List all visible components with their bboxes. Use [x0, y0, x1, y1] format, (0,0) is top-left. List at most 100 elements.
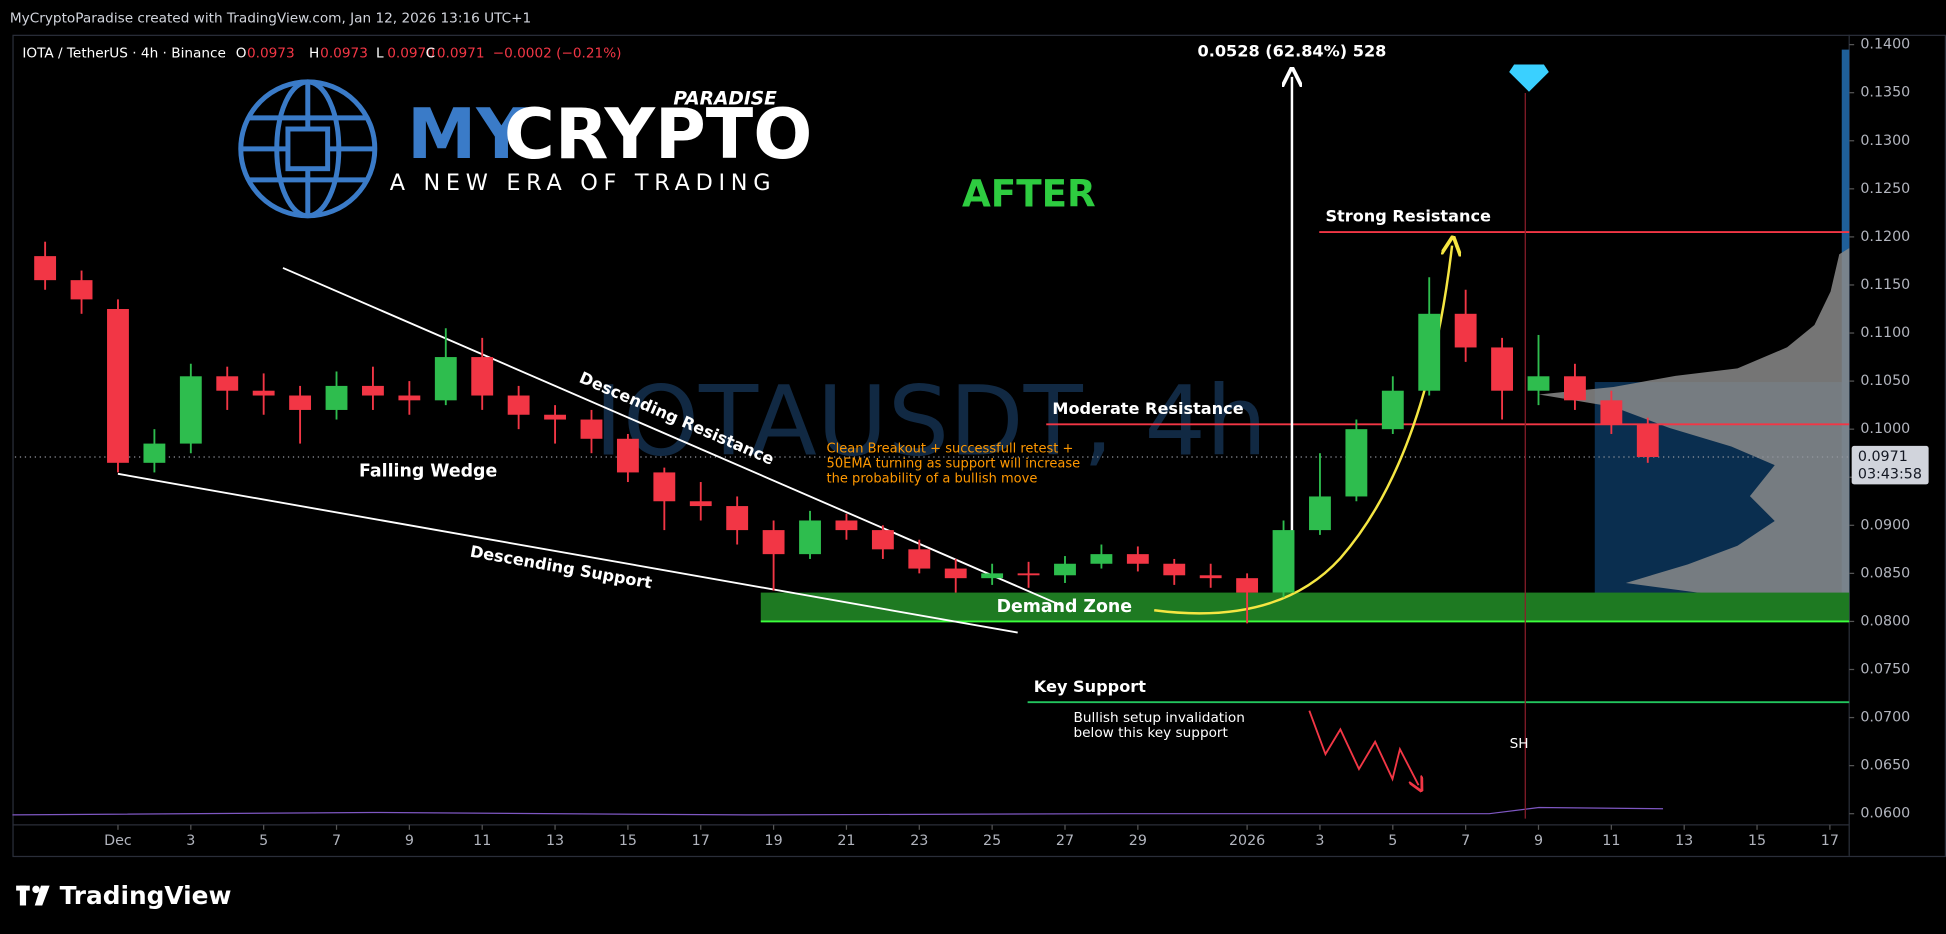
candle-body	[1636, 424, 1659, 458]
stage-label: AFTER	[962, 171, 1096, 215]
y-tick-label: 0.0800	[1860, 613, 1910, 629]
candle-body	[289, 395, 312, 410]
x-tick-label: 17	[692, 833, 710, 849]
last-price-label: 0.0971	[1858, 449, 1908, 465]
logo-my: MY	[407, 95, 527, 175]
invalidation-note: Bullish setup invalidation	[1074, 710, 1245, 726]
legend-name: L	[376, 45, 384, 61]
legend-name: H	[309, 45, 319, 61]
candle-body	[434, 357, 457, 401]
candle-body	[216, 376, 239, 391]
level-label: Moderate Resistance	[1052, 399, 1243, 418]
y-tick-label: 0.1400	[1860, 37, 1910, 53]
x-tick-label: 25	[983, 833, 1001, 849]
x-tick-label: 15	[1748, 833, 1766, 849]
candle-body	[799, 520, 821, 555]
candle-body	[143, 443, 166, 463]
measure-label: 0.0528 (62.84%) 528	[1198, 42, 1387, 61]
candle-body	[835, 520, 858, 531]
y-tick-label: 0.1150	[1860, 277, 1910, 293]
y-tick-label: 0.0600	[1860, 806, 1910, 822]
diamond	[1509, 64, 1549, 92]
legend-value: 0.0971	[437, 45, 485, 61]
candle-body	[726, 506, 749, 531]
candle-body	[179, 376, 202, 444]
candle-body	[616, 438, 639, 473]
candle-body	[762, 530, 785, 555]
sh-label: SH	[1510, 736, 1529, 752]
volume-profile	[1538, 248, 1850, 621]
x-tick-label: 13	[1675, 833, 1693, 849]
x-tick-label: 3	[186, 833, 195, 849]
legend-name: O	[236, 45, 247, 61]
watermark: IOTAUSDT, 4h	[594, 364, 1267, 477]
brand: TradingView	[60, 881, 232, 910]
logo	[238, 79, 378, 219]
brand-logo	[16, 885, 50, 906]
logo-tagline: A NEW ERA OF TRADING	[390, 170, 777, 196]
x-tick-label: 7	[1461, 833, 1470, 849]
candle-body	[1454, 313, 1477, 348]
candle-body	[507, 395, 530, 415]
candle-body	[107, 308, 129, 463]
candle-body	[1054, 563, 1076, 576]
legend-value: 0.0970	[387, 45, 435, 61]
candle-body	[1236, 578, 1259, 593]
candle-body	[1527, 376, 1550, 391]
x-tick-label: 7	[332, 833, 341, 849]
candle-body	[908, 549, 931, 569]
change: −0.0002 (−0.21%)	[493, 45, 622, 61]
logo-crypto: CRYPTO	[504, 95, 812, 175]
legend-value: 0.0973	[320, 45, 368, 61]
candle-body	[1418, 313, 1441, 391]
axes: 0.0600 0.0650 0.0700 0.0750 0.0800 0.0850 0.09…	[104, 37, 1929, 849]
candles	[34, 241, 1659, 624]
legend-name: C	[426, 45, 436, 61]
candle-body	[944, 568, 967, 579]
candle-body	[981, 573, 1004, 579]
candle-body	[325, 385, 348, 410]
y-tick-label: 0.0750	[1860, 661, 1910, 677]
candle-body	[252, 390, 275, 396]
level-label: Strong Resistance	[1325, 207, 1491, 226]
x-tick-label: 23	[910, 833, 928, 849]
y-tick-label: 0.1000	[1860, 421, 1910, 437]
falling-wedge-label: Falling Wedge	[359, 461, 497, 481]
candle-body	[1272, 530, 1295, 593]
x-tick-label: 3	[1315, 833, 1324, 849]
candle-body	[1563, 376, 1586, 401]
candle-body	[1309, 496, 1331, 531]
x-tick-label: 13	[546, 833, 564, 849]
x-tick-label: Dec	[104, 833, 132, 849]
y-tick-label: 0.1300	[1860, 133, 1910, 149]
x-tick-label: 29	[1129, 833, 1147, 849]
candle-body	[871, 530, 894, 550]
x-tick-label: 15	[619, 833, 637, 849]
y-tick-label: 0.0900	[1860, 517, 1910, 533]
y-tick-label: 0.1350	[1860, 85, 1910, 101]
x-tick-label: 27	[1056, 833, 1074, 849]
candle-body	[1345, 429, 1368, 497]
candle-body	[1126, 554, 1149, 564]
x-tick-label: 5	[259, 833, 268, 849]
symbol: IOTA / TetherUS · 4h · Binance	[22, 45, 226, 61]
x-tick-label: 11	[473, 833, 491, 849]
candle-body	[653, 472, 676, 502]
x-tick-label: 2026	[1229, 833, 1265, 849]
candle-body	[544, 414, 566, 420]
x-tick-label: 5	[1388, 833, 1397, 849]
y-tick-label: 0.1250	[1860, 181, 1910, 197]
down-zigzag	[1308, 710, 1418, 785]
y-tick-label: 0.1050	[1860, 373, 1910, 389]
levels-layer: Demand Zone Strong Resistance Moderate Res…	[14, 207, 1850, 704]
candle-body	[1163, 563, 1186, 576]
candle-body	[398, 395, 421, 401]
note-line: the probability of a bullish move	[827, 471, 1038, 486]
countdown: 03:43:58	[1858, 466, 1922, 482]
last-price-tag	[1851, 445, 1929, 485]
logo-paradise: PARADISE	[673, 89, 777, 110]
note-line: Clean Breakout + successfull retest +	[827, 442, 1074, 457]
